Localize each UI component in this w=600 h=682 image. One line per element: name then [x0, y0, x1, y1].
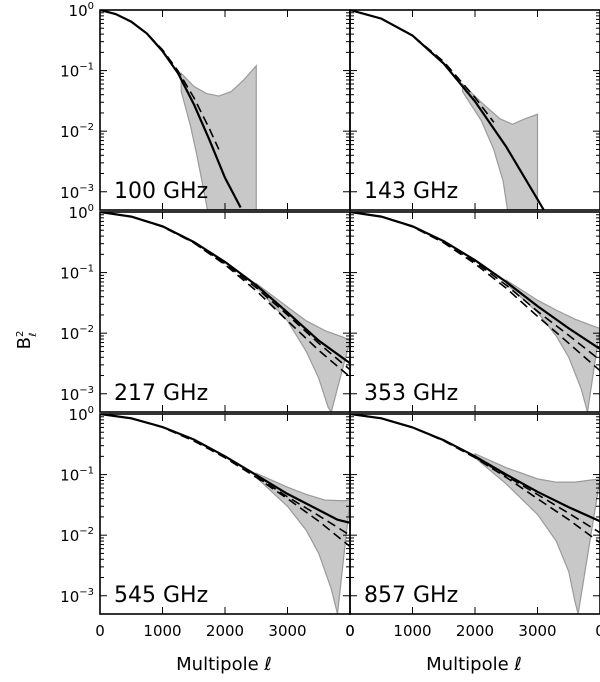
x-tick-label: 0	[345, 622, 355, 640]
plot-area	[350, 10, 545, 210]
panel-label: 857 GHz	[364, 583, 458, 608]
panel-label: 353 GHz	[364, 381, 458, 406]
y-tick-label: 10−1	[60, 466, 94, 485]
uncertainty-band	[180, 64, 257, 210]
beam-line-dashed-1	[100, 10, 220, 150]
beam-line-dashed-1	[350, 10, 495, 123]
x-tick-label: 1000	[143, 622, 181, 640]
y-axis-title-text: B2 ℓ	[14, 331, 39, 350]
plot-area	[100, 10, 257, 210]
beam-line-dashed-2	[474, 456, 600, 534]
x-tick-label: 3000	[268, 622, 306, 640]
x-tick-label: 0	[595, 622, 600, 640]
x-tick-label: 3000	[518, 622, 556, 640]
x-tick-label: 2000	[456, 622, 494, 640]
x-tick-label: 1000	[393, 622, 431, 640]
y-tick-label: 10−3	[60, 587, 94, 606]
y-axis-title: B2 ℓ	[14, 331, 39, 350]
beam-line-dashed-2	[193, 242, 350, 371]
x-tick-label: 0	[345, 622, 355, 640]
y-tick-label: 10−2	[60, 324, 94, 343]
plot-area	[100, 212, 350, 412]
beam-line-solid-0	[100, 10, 242, 209]
panel-100-ghz: 100 10−1 10−2 10−3 100 GHz	[60, 1, 351, 211]
plot-area	[100, 414, 350, 614]
beam-line-dashed-1	[100, 414, 350, 548]
y-tick-label: 100	[69, 203, 94, 222]
panel-143-ghz: 143 GHz	[349, 9, 600, 211]
y-tick-label: 10−3	[60, 183, 94, 202]
panel-label: 143 GHz	[364, 179, 458, 204]
uncertainty-band	[505, 279, 600, 412]
uncertainty-band	[255, 282, 350, 412]
panel-label: 100 GHz	[114, 179, 208, 204]
panel-217-ghz: 100 10−1 10−2 10−3 217 GHz	[60, 203, 351, 413]
panel-857-ghz: 0 1000 2000 3000 0 857 GHz	[345, 413, 600, 640]
y-tick-label: 10−1	[60, 264, 94, 283]
panel-label: 545 GHz	[114, 583, 208, 608]
beam-line-solid-0	[350, 10, 545, 210]
plot-area	[350, 212, 600, 412]
beam-line-dashed-2	[443, 241, 600, 361]
beam-line-dashed-1	[350, 212, 600, 372]
y-tick-label: 10−2	[60, 526, 94, 545]
uncertainty-band	[474, 452, 600, 614]
beam-line-dashed-1	[100, 212, 350, 378]
x-tick-label: 2000	[206, 622, 244, 640]
x-axis-title-left: Multipole ℓ	[176, 654, 272, 675]
y-tick-label: 10−1	[60, 62, 94, 81]
panel-grid: 100 10−1 10−2 10−3 100 GHz 143 GHz 100 10−1 10−2…	[60, 1, 600, 640]
y-tick-label: 100	[69, 1, 94, 20]
panel-353-ghz: 353 GHz	[349, 211, 600, 413]
y-tick-label: 100	[69, 405, 94, 424]
x-tick-label: 0	[95, 622, 105, 640]
y-tick-label: 10−2	[60, 122, 94, 141]
y-tick-label: 10−3	[60, 385, 94, 404]
plot-area	[350, 414, 600, 614]
beam-line-solid-0	[350, 414, 600, 523]
panel-label: 217 GHz	[114, 381, 208, 406]
uncertainty-band	[255, 472, 350, 614]
uncertainty-band	[461, 82, 539, 210]
beam-line-dashed-2	[255, 476, 350, 536]
x-axis-title-right: Multipole ℓ	[426, 654, 522, 675]
beam-line-solid-0	[100, 414, 350, 524]
